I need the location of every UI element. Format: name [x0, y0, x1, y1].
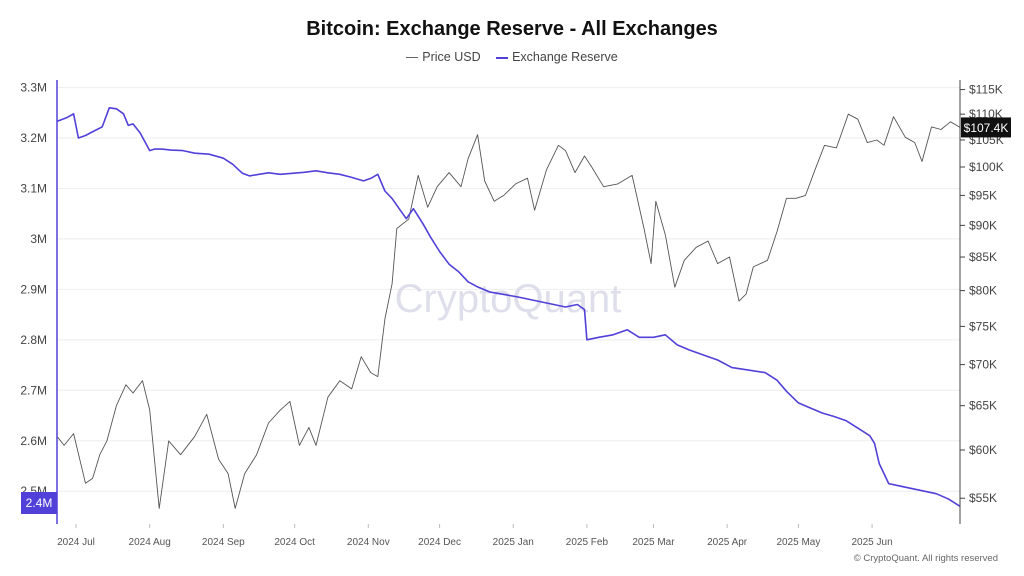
x-tick-label: 2025 Jan: [493, 537, 534, 548]
left-tick-label: 3.2M: [20, 131, 47, 145]
axes: [56, 80, 961, 524]
x-tick-label: 2025 Apr: [707, 537, 748, 548]
x-axis-ticks: 2024 Jul 2024 Aug 2024 Sep 2024 Oct 2024 Nov…: [57, 524, 893, 548]
left-tick-label: 2.5M: [20, 484, 47, 498]
right-tick-label: $70K: [969, 358, 997, 372]
x-tick-label: 2024 Dec: [418, 537, 461, 548]
left-tick-label: 2.7M: [20, 383, 47, 397]
left-tick-label: 3M: [30, 232, 47, 246]
x-tick-label: 2025 Jun: [851, 537, 892, 548]
right-tick-label: $65K: [969, 399, 997, 413]
x-tick-label: 2024 Oct: [274, 537, 315, 548]
chart-title: Bitcoin: Exchange Reserve - All Exchange…: [306, 18, 718, 40]
left-tick-label: 2.9M: [20, 282, 47, 296]
x-tick-label: 2025 Feb: [566, 537, 609, 548]
right-tick-label: $100K: [969, 160, 1004, 174]
left-tick-label: 2.6M: [20, 434, 47, 448]
value-badges: $107.4K 2.4M: [21, 117, 1011, 514]
left-axis-ticks: 2.5M 2.6M 2.7M 2.8M 2.9M 3M 3.1M 3.2M 3.3M: [20, 81, 47, 499]
legend-item-price[interactable]: Price USD: [406, 50, 481, 64]
current-reserve-label: 2.4M: [26, 496, 53, 510]
exchange-reserve-line: [56, 107, 961, 507]
right-tick-label: $55K: [969, 491, 997, 505]
right-tick-label: $80K: [969, 284, 997, 298]
right-tick-label: $85K: [969, 250, 997, 264]
x-tick-label: 2024 Aug: [129, 537, 171, 548]
reserve-series: [56, 107, 961, 507]
right-axis-ticks: $55K $60K $65K $70K $75K $80K $85K $90K $95K $100…: [960, 83, 1004, 505]
grid-lines: [57, 87, 960, 492]
right-tick-label: $60K: [969, 443, 997, 457]
watermark: CryptoQuant: [395, 277, 622, 321]
legend-swatch-reserve: [496, 56, 509, 59]
legend-item-reserve[interactable]: Exchange Reserve: [496, 50, 618, 64]
left-tick-label: 3.1M: [20, 181, 47, 195]
legend-label-price: Price USD: [422, 50, 481, 64]
x-tick-label: 2024 Jul: [57, 537, 95, 548]
x-tick-label: 2024 Sep: [202, 537, 245, 548]
x-tick-label: 2025 May: [776, 537, 820, 548]
price-series: [56, 113, 961, 509]
x-tick-label: 2025 Mar: [632, 537, 675, 548]
right-tick-label: $75K: [969, 319, 997, 333]
latest-price-badge: [961, 117, 1011, 138]
legend-swatch-price: [406, 57, 419, 59]
legend-label-reserve: Exchange Reserve: [512, 50, 618, 64]
price-usd-line: [56, 113, 961, 509]
current-reserve-badge: [21, 492, 57, 514]
chart-legend: Price USD Exchange Reserve: [0, 50, 1024, 64]
right-tick-label: $110K: [969, 107, 1003, 121]
latest-price-label: $107.4K: [964, 121, 1009, 135]
left-tick-label: 2.8M: [20, 333, 47, 347]
right-tick-label: $95K: [969, 188, 997, 202]
right-tick-label: $90K: [969, 218, 997, 232]
right-tick-label: $105K: [969, 133, 1004, 147]
right-tick-label: $115K: [969, 83, 1003, 97]
x-tick-label: 2024 Nov: [347, 537, 390, 548]
copyright-notice: © CryptoQuant. All rights reserved: [853, 553, 998, 564]
left-tick-label: 3.3M: [20, 81, 47, 95]
